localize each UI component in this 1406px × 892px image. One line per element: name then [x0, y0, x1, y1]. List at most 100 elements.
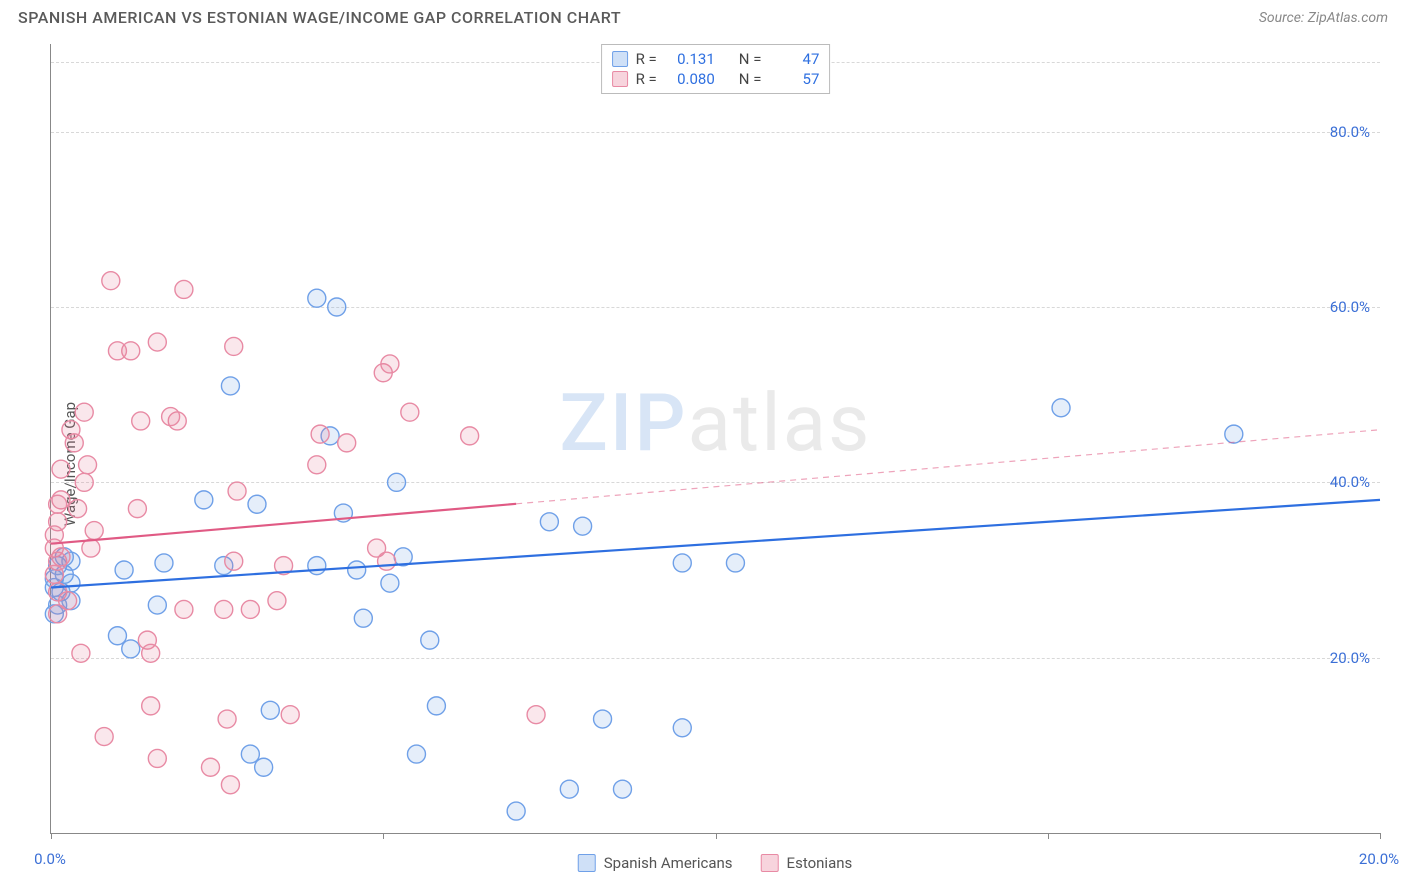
data-point [594, 710, 612, 728]
data-point [225, 552, 243, 570]
plot-svg [51, 44, 1380, 833]
data-point [122, 640, 140, 658]
data-point [268, 592, 286, 610]
stat-row: R = 0.131 N = 47 [612, 49, 820, 69]
data-point [52, 460, 70, 478]
data-point [673, 719, 691, 737]
data-point [142, 697, 160, 715]
data-point [308, 456, 326, 474]
data-point [52, 548, 70, 566]
trend-line [51, 500, 1380, 588]
legend-item: Spanish Americans [578, 854, 733, 872]
data-point [75, 473, 93, 491]
data-point [726, 554, 744, 572]
data-point [79, 456, 97, 474]
legend-label: Estonians [787, 854, 853, 872]
data-point [613, 780, 631, 798]
stat-r-value: 0.080 [665, 70, 715, 88]
data-point [1052, 399, 1070, 417]
x-tick [1380, 833, 1381, 839]
stat-r-label: R = [636, 70, 657, 88]
data-point [132, 412, 150, 430]
data-point [175, 600, 193, 618]
data-point [527, 706, 545, 724]
legend-swatch [612, 51, 628, 67]
stat-n-label: N = [739, 70, 762, 88]
data-point [381, 574, 399, 592]
data-point [201, 758, 219, 776]
trend-line [51, 504, 516, 544]
data-point [381, 355, 399, 373]
data-point [1225, 425, 1243, 443]
data-point [221, 776, 239, 794]
legend-swatch [761, 854, 779, 872]
data-point [225, 337, 243, 355]
data-point [49, 605, 67, 623]
stat-row: R = 0.080 N = 57 [612, 69, 820, 89]
data-point [673, 554, 691, 572]
data-point [560, 780, 578, 798]
data-point [427, 697, 445, 715]
data-point [388, 473, 406, 491]
data-point [148, 333, 166, 351]
data-point [507, 802, 525, 820]
data-point [241, 745, 259, 763]
x-tick-label: 0.0% [34, 850, 66, 868]
data-point [221, 377, 239, 395]
data-point [378, 552, 396, 570]
data-point [540, 513, 558, 531]
legend-bottom: Spanish Americans Estonians [578, 854, 853, 872]
stat-n-label: N = [739, 50, 762, 68]
data-point [175, 280, 193, 298]
stat-legend-box: R = 0.131 N = 47 R = 0.080 N = 57 [601, 44, 831, 94]
data-point [115, 561, 133, 579]
data-point [155, 554, 173, 572]
data-point [108, 342, 126, 360]
data-point [407, 745, 425, 763]
stat-r-label: R = [636, 50, 657, 68]
chart-container: Wage/Income Gap ZIPatlas R =0.131N =47R … [0, 36, 1406, 892]
data-point [348, 561, 366, 579]
data-point [401, 403, 419, 421]
data-point [241, 600, 259, 618]
data-point [75, 403, 93, 421]
data-point [255, 758, 273, 776]
chart-source: Source: ZipAtlas.com [1259, 10, 1388, 26]
data-point [49, 495, 67, 513]
legend-item: Estonians [761, 854, 853, 872]
x-tick [51, 833, 52, 839]
stat-n-value: 47 [769, 50, 819, 68]
data-point [308, 289, 326, 307]
chart-title: SPANISH AMERICAN VS ESTONIAN WAGE/INCOME… [18, 8, 621, 27]
data-point [65, 434, 83, 452]
data-point [228, 482, 246, 500]
data-point [328, 298, 346, 316]
data-point [72, 644, 90, 662]
data-point [45, 565, 63, 583]
data-point [421, 631, 439, 649]
data-point [108, 627, 126, 645]
plot-area: ZIPatlas R =0.131N =47R =0.080N =57 20.0… [50, 44, 1380, 834]
data-point [95, 728, 113, 746]
data-point [574, 517, 592, 535]
data-point [308, 557, 326, 575]
data-point [218, 710, 236, 728]
stat-r-value: 0.131 [665, 50, 715, 68]
data-point [148, 749, 166, 767]
data-point [354, 609, 372, 627]
data-point [162, 408, 180, 426]
data-point [69, 500, 87, 518]
data-point [148, 596, 166, 614]
x-tick-label: 20.0% [1359, 850, 1399, 868]
data-point [142, 644, 160, 662]
data-point [261, 701, 279, 719]
data-point [281, 706, 299, 724]
trend-line-extrapolated [516, 430, 1380, 504]
data-point [215, 600, 233, 618]
legend-swatch [578, 854, 596, 872]
data-point [461, 427, 479, 445]
data-point [128, 500, 146, 518]
data-point [311, 425, 329, 443]
stat-n-value: 57 [769, 70, 819, 88]
data-point [248, 495, 266, 513]
